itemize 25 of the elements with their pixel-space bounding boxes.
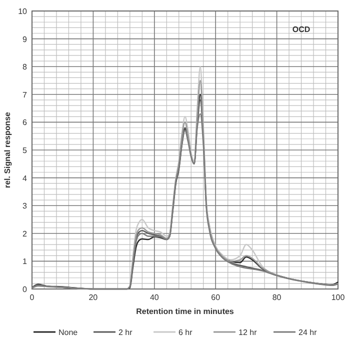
x-tick-label: 40 xyxy=(150,293,160,302)
x-tick-label: 0 xyxy=(30,293,35,302)
x-axis-title: Retention time in minutes xyxy=(136,307,234,316)
y-tick-label: 5 xyxy=(22,146,28,155)
y-tick-label: 3 xyxy=(22,202,28,211)
y-tick-label: 1 xyxy=(22,257,28,266)
y-tick-label: 6 xyxy=(22,118,28,128)
y-tick-label: 2 xyxy=(22,229,28,238)
x-tick-label: 20 xyxy=(88,293,98,302)
x-tick-label: 100 xyxy=(331,293,346,302)
legend-label: 24 hr xyxy=(298,328,318,337)
y-tick-label: 9 xyxy=(22,34,28,44)
legend-label: 2 hr xyxy=(118,328,133,337)
y-tick-label: 4 xyxy=(22,174,28,183)
y-axis-title: rel. Signal response xyxy=(3,111,12,188)
legend-label: None xyxy=(58,328,78,337)
x-tick-label: 60 xyxy=(211,293,221,302)
annotation: OCD xyxy=(292,24,310,34)
y-tick-label: 10 xyxy=(18,7,28,16)
legend-label: 12 hr xyxy=(238,328,258,337)
y-tick-label: 7 xyxy=(22,90,28,100)
x-tick-label: 80 xyxy=(272,293,282,302)
y-tick-label: 0 xyxy=(22,285,28,294)
y-tick-label: 8 xyxy=(22,62,28,72)
legend-label: 6 hr xyxy=(178,328,193,337)
